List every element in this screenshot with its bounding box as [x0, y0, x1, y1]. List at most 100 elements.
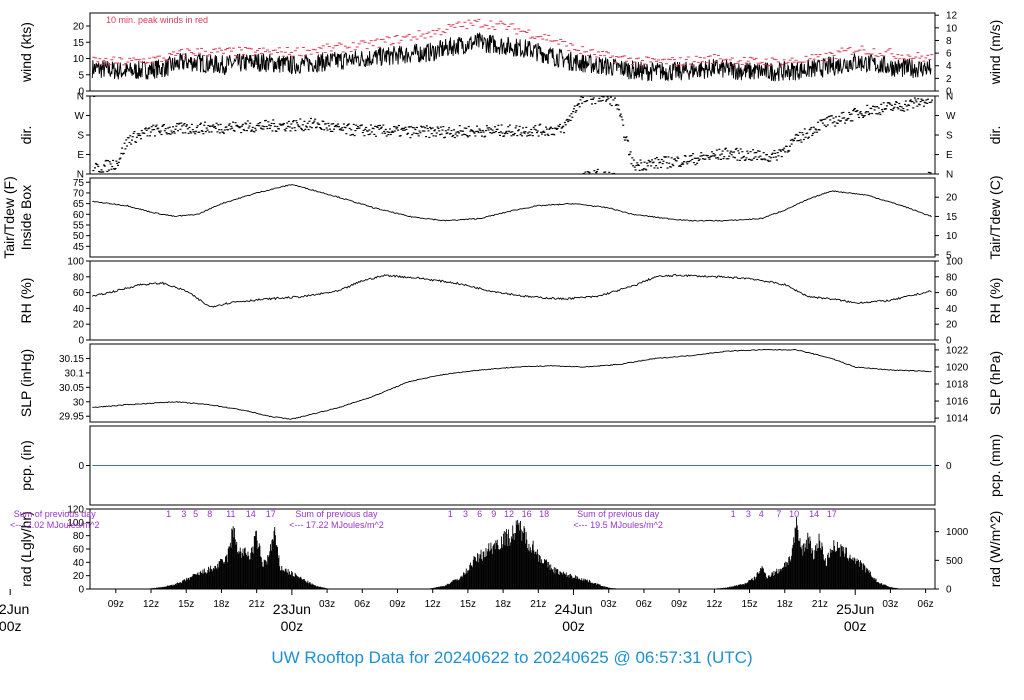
rh-rtick-label: 0	[946, 336, 952, 347]
rad-hour-label: 3	[181, 509, 186, 519]
rad-ytick-label: 100	[67, 518, 84, 529]
wind-speed-line	[91, 31, 932, 82]
rh-ytick-label: 60	[73, 288, 85, 299]
x-hour-label: 12z	[706, 599, 722, 610]
x-day-sublabel: 00z	[844, 618, 867, 634]
tairtdew-traces	[92, 184, 932, 222]
rh-ytick-label: 20	[73, 320, 85, 331]
slp-rtick-label: 1018	[946, 379, 969, 390]
rh-rtick-label: 100	[946, 257, 963, 268]
dir-ytick-label: N	[77, 92, 84, 103]
pcp-ytick-label: 0	[78, 461, 84, 472]
tairtdew-ytick-label: 65	[73, 199, 85, 210]
x-day-sublabel: 00z	[281, 618, 304, 634]
rad-hour-label: 17	[827, 509, 837, 519]
x-hour-label: 21z	[530, 599, 546, 610]
x-hour-label: 12z	[143, 599, 159, 610]
x-hour-label: 09z	[671, 599, 687, 610]
tairtdew-rtick-label: 10	[946, 231, 958, 242]
rh-rtick-label: 20	[946, 320, 958, 331]
dir-rtick-label: W	[946, 111, 956, 122]
tairtdew-ylabel-left2: Inside Box	[18, 185, 34, 250]
x-hour-label: 15z	[742, 599, 758, 610]
slp-ytick-label: 30.05	[59, 383, 84, 394]
x-hour-label: 09z	[389, 599, 405, 610]
rad-hour-label: 10	[789, 509, 799, 519]
rad-sum-title: Sum of previous day	[295, 509, 378, 519]
rh-ylabel-right: RH (%)	[987, 278, 1003, 324]
dir-rtick-label: E	[946, 150, 953, 161]
tairtdew-ytick-label: 45	[73, 242, 85, 253]
x-hour-label: 06z	[636, 599, 652, 610]
x-day-label: 25Jun	[836, 601, 874, 617]
rad-hour-label: 5	[193, 509, 198, 519]
tairtdew-rtick-label: 15	[946, 212, 958, 223]
rad-ytick-label: 40	[73, 558, 85, 569]
slp-line	[92, 348, 932, 420]
dir-ylabel-right: dir.	[987, 126, 1003, 145]
rad-sum-title: Sum of previous day	[14, 509, 97, 519]
x-hour-label: 06z	[918, 599, 934, 610]
slp-rtick-label: 1014	[946, 414, 969, 425]
wind-rtick-label: 6	[946, 49, 952, 60]
wind-rtick-label: 8	[946, 36, 952, 47]
tairtdew-ylabel-right: Tair/Tdew (C)	[987, 175, 1003, 259]
wind-ytick-label: 0	[78, 87, 84, 98]
dir-traces	[92, 96, 934, 174]
rh-ytick-label: 40	[73, 304, 85, 315]
tairtdew-ytick-label: 55	[73, 220, 85, 231]
wind-ytick-label: 10	[73, 54, 85, 65]
wind-ytick-label: 20	[73, 22, 85, 33]
rad-hour-label: 3	[746, 509, 751, 519]
wind-traces	[91, 19, 934, 82]
rad-rtick-label: 500	[946, 556, 963, 567]
tairtdew-ylabel-left: Tair/Tdew (F)	[1, 176, 17, 258]
slp-rtick-label: 1022	[946, 345, 969, 356]
rad-ytick-label: 20	[73, 571, 85, 582]
rad-hour-label: 7	[776, 509, 781, 519]
x-day-label: 22Jun	[0, 601, 29, 617]
rh-traces	[92, 274, 932, 308]
tairtdew-line	[92, 184, 932, 222]
x-hour-label: 18z	[777, 599, 793, 610]
slp-rtick-label: 1020	[946, 362, 969, 373]
rad-ylabel-left: rad (Lgly/hr)	[18, 511, 34, 586]
x-hour-label: 15z	[460, 599, 476, 610]
rad-hour-label: 8	[207, 509, 212, 519]
wind-ylabel-left: wind (kts)	[18, 22, 34, 83]
x-hour-label: 12z	[425, 599, 441, 610]
x-hour-label: 06z	[354, 599, 370, 610]
slp-traces	[92, 348, 932, 420]
wind-frame	[89, 12, 936, 92]
dir-ylabel-left: dir.	[18, 126, 34, 145]
rad-hour-label: 9	[491, 509, 496, 519]
wind-rtick-label: 10	[946, 23, 958, 34]
x-hour-label: 03z	[601, 599, 617, 610]
x-day-sublabel: 00z	[562, 618, 585, 634]
dir-rtick-label: N	[946, 92, 953, 103]
rh-ytick-label: 0	[78, 336, 84, 347]
rad-hour-label: 11	[226, 509, 235, 519]
wind-ylabel-right: wind (m/s)	[987, 20, 1003, 86]
slp-ylabel-left: SLP (inHg)	[18, 349, 34, 417]
pcp-ylabel-right: pcp. (mm)	[987, 434, 1003, 497]
pcp-ylabel-left: pcp. (in)	[18, 440, 34, 491]
x-hour-label: 21z	[812, 599, 828, 610]
slp-ytick-label: 29.95	[59, 412, 84, 423]
dir-ytick-label: S	[77, 131, 84, 142]
rad-hour-label: 16	[522, 509, 532, 519]
rh-frame	[89, 260, 936, 341]
slp-ytick-label: 30.1	[65, 368, 85, 379]
wind-rtick-label: 0	[946, 87, 952, 98]
tairtdew-ytick-label: 70	[73, 188, 85, 199]
rad-hour-label: 4	[759, 509, 764, 519]
wind-ytick-label: 15	[73, 38, 85, 49]
x-hour-label: 18z	[213, 599, 229, 610]
rad-sum-title: Sum of previous day	[577, 509, 660, 519]
rad-hour-label: 1	[731, 509, 736, 519]
tairtdew-ytick-label: 75	[73, 178, 85, 189]
wind-annotation: 10 min. peak winds in red	[106, 15, 208, 25]
x-hour-label: 21z	[249, 599, 265, 610]
slp-frame	[89, 343, 936, 423]
rad-hour-label: 17	[266, 509, 276, 519]
